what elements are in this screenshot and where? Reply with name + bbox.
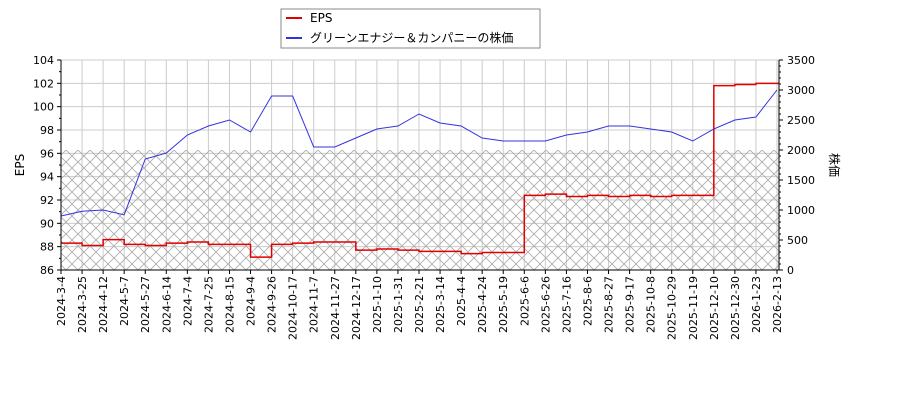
right-tick-label: 0 — [787, 264, 794, 277]
x-axis-ticks: 2024-3-4 2024-3-25 2024-4-12 2024-5-7 2024-5… — [55, 270, 784, 340]
x-tick-label: 2025-8-27 — [603, 276, 616, 333]
hatch-fill — [61, 150, 779, 270]
x-tick-label: 2025-4-24 — [476, 276, 489, 333]
x-tick-label: 2025-12-10 — [708, 276, 721, 340]
x-tick-label: 2024-9-26 — [266, 276, 279, 333]
left-tick-label: 92 — [40, 194, 54, 207]
x-tick-label: 2024-12-17 — [350, 276, 363, 340]
stock-price-line — [60, 89, 778, 217]
right-y-axis-ticks: 0 500 1000 1500 2000 2500 3000 3500 — [779, 54, 815, 277]
x-tick-label: 2025-4-4 — [455, 276, 468, 326]
right-tick-label: 2000 — [787, 144, 815, 157]
x-tick-label: 2024-4-12 — [97, 276, 110, 333]
x-tick-label: 2025-6-6 — [518, 276, 531, 326]
left-tick-label: 104 — [33, 54, 54, 67]
eps-line — [61, 82, 779, 258]
right-tick-label: 3500 — [787, 54, 815, 67]
right-tick-label: 1500 — [787, 174, 815, 187]
x-tick-label: 2025-11-19 — [687, 276, 700, 340]
x-tick-label: 2024-8-15 — [223, 276, 236, 333]
x-tick-label: 2025-9-17 — [624, 276, 637, 333]
hatched-region — [61, 150, 779, 270]
legend-label-eps: EPS — [310, 11, 332, 25]
x-tick-label: 2024-11-27 — [329, 276, 342, 340]
left-tick-label: 100 — [33, 101, 54, 114]
x-tick-label: 2024-10-17 — [287, 276, 300, 340]
left-tick-label: 94 — [40, 171, 54, 184]
right-axis-title: 株価 — [827, 153, 842, 177]
left-tick-label: 96 — [40, 147, 54, 160]
x-tick-label: 2025-7-16 — [560, 276, 573, 333]
x-tick-label: 2026-1-23 — [750, 276, 763, 333]
right-tick-label: 2500 — [787, 114, 815, 127]
x-tick-label: 2024-11-7 — [308, 276, 321, 333]
left-tick-label: 90 — [40, 217, 54, 230]
x-tick-label: 2024-3-4 — [55, 276, 68, 326]
legend-label-stock-price: グリーンエナジー＆カンパニーの株価 — [310, 30, 513, 45]
x-tick-label: 2025-1-10 — [371, 276, 384, 333]
x-tick-label: 2024-9-4 — [245, 276, 258, 326]
x-tick-label: 2024-5-7 — [118, 276, 131, 326]
left-tick-label: 102 — [33, 77, 54, 90]
x-tick-label: 2024-3-25 — [76, 276, 89, 333]
x-tick-label: 2025-6-26 — [539, 276, 552, 333]
legend-box — [280, 8, 541, 49]
left-tick-label: 86 — [40, 264, 54, 277]
x-tick-label: 2024-5-27 — [139, 276, 152, 333]
x-tick-label: 2025-5-19 — [497, 276, 510, 333]
x-tick-label: 2025-8-6 — [581, 276, 594, 326]
x-tick-label: 2024-7-25 — [202, 276, 215, 333]
x-tick-label: 2025-10-8 — [645, 276, 658, 333]
series-lines — [60, 82, 779, 258]
right-tick-label: 1000 — [787, 204, 815, 217]
left-tick-label: 98 — [40, 124, 54, 137]
right-tick-label: 500 — [787, 234, 808, 247]
legend: EPS グリーンエナジー＆カンパニーの株価 — [280, 8, 541, 49]
left-axis-title: EPS — [13, 154, 27, 176]
left-tick-label: 88 — [40, 241, 54, 254]
x-tick-label: 2024-6-14 — [160, 276, 173, 333]
x-tick-label: 2025-3-14 — [434, 276, 447, 333]
x-tick-label: 2025-1-31 — [392, 276, 405, 333]
left-y-axis-ticks: 86 88 90 92 94 96 98 100 102 104 — [33, 54, 61, 277]
x-tick-label: 2024-7-4 — [181, 276, 194, 326]
x-tick-label: 2025-12-30 — [729, 276, 742, 340]
x-tick-label: 2025-2-21 — [413, 276, 426, 333]
right-tick-label: 3000 — [787, 84, 815, 97]
x-tick-label: 2025-10-29 — [666, 276, 679, 340]
x-tick-label: 2026-2-13 — [771, 276, 784, 333]
